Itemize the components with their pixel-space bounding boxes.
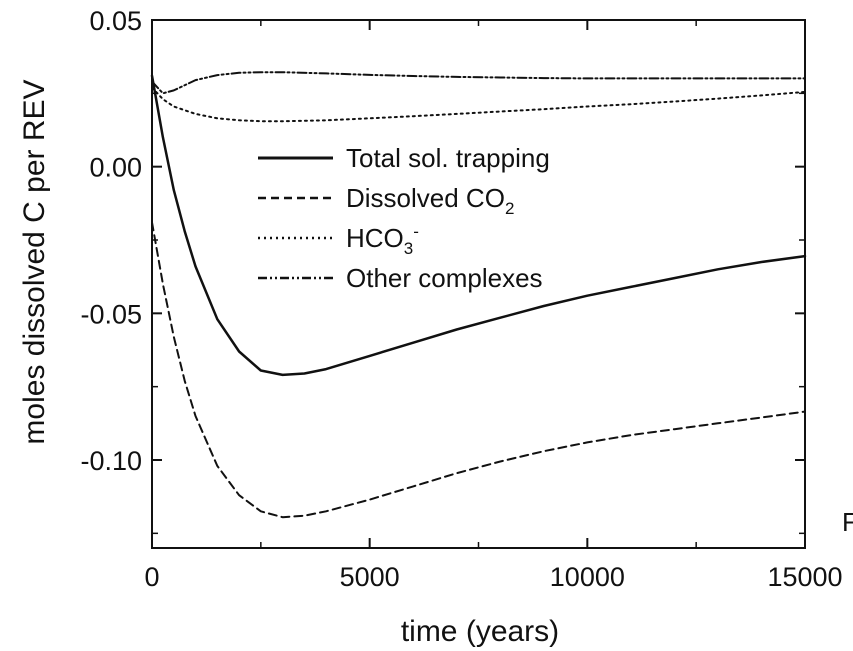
y-tick-label: 0.00 [89,153,142,183]
y-tick-label: -0.10 [80,446,142,476]
y-axis-title: moles dissolved C per REV [18,79,51,444]
legend-label-0: Total sol. trapping [346,143,550,173]
x-tick-label: 5000 [340,562,400,592]
x-tick-label: 0 [144,562,159,592]
x-tick-label: 10000 [550,562,625,592]
legend-label-2: HCO3- [346,222,419,258]
legend-label-1: Dissolved CO2 [346,183,514,218]
y-tick-label: -0.05 [80,299,142,329]
series-layer [150,71,807,519]
legend: Total sol. trapping Dissolved CO2 HCO3- Oth… [258,143,550,293]
y-tick-label: 0.05 [89,6,142,36]
x-axis-title: time (years) [401,615,559,648]
series-line-3 [151,71,806,95]
series-line-2 [151,86,806,123]
edge-glyph: F [842,507,853,537]
tick-labels: 0 5000 10000 15000 0.05 0.00 -0.05 -0.10 [80,6,842,592]
legend-label-3: Other complexes [346,263,543,293]
axis-ticks [151,19,806,548]
series-line-1 [151,221,806,519]
x-tick-label: 15000 [767,562,842,592]
series-line-0 [150,74,807,377]
